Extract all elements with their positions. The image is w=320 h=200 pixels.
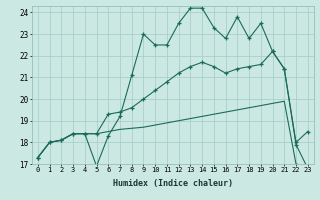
X-axis label: Humidex (Indice chaleur): Humidex (Indice chaleur) [113,179,233,188]
